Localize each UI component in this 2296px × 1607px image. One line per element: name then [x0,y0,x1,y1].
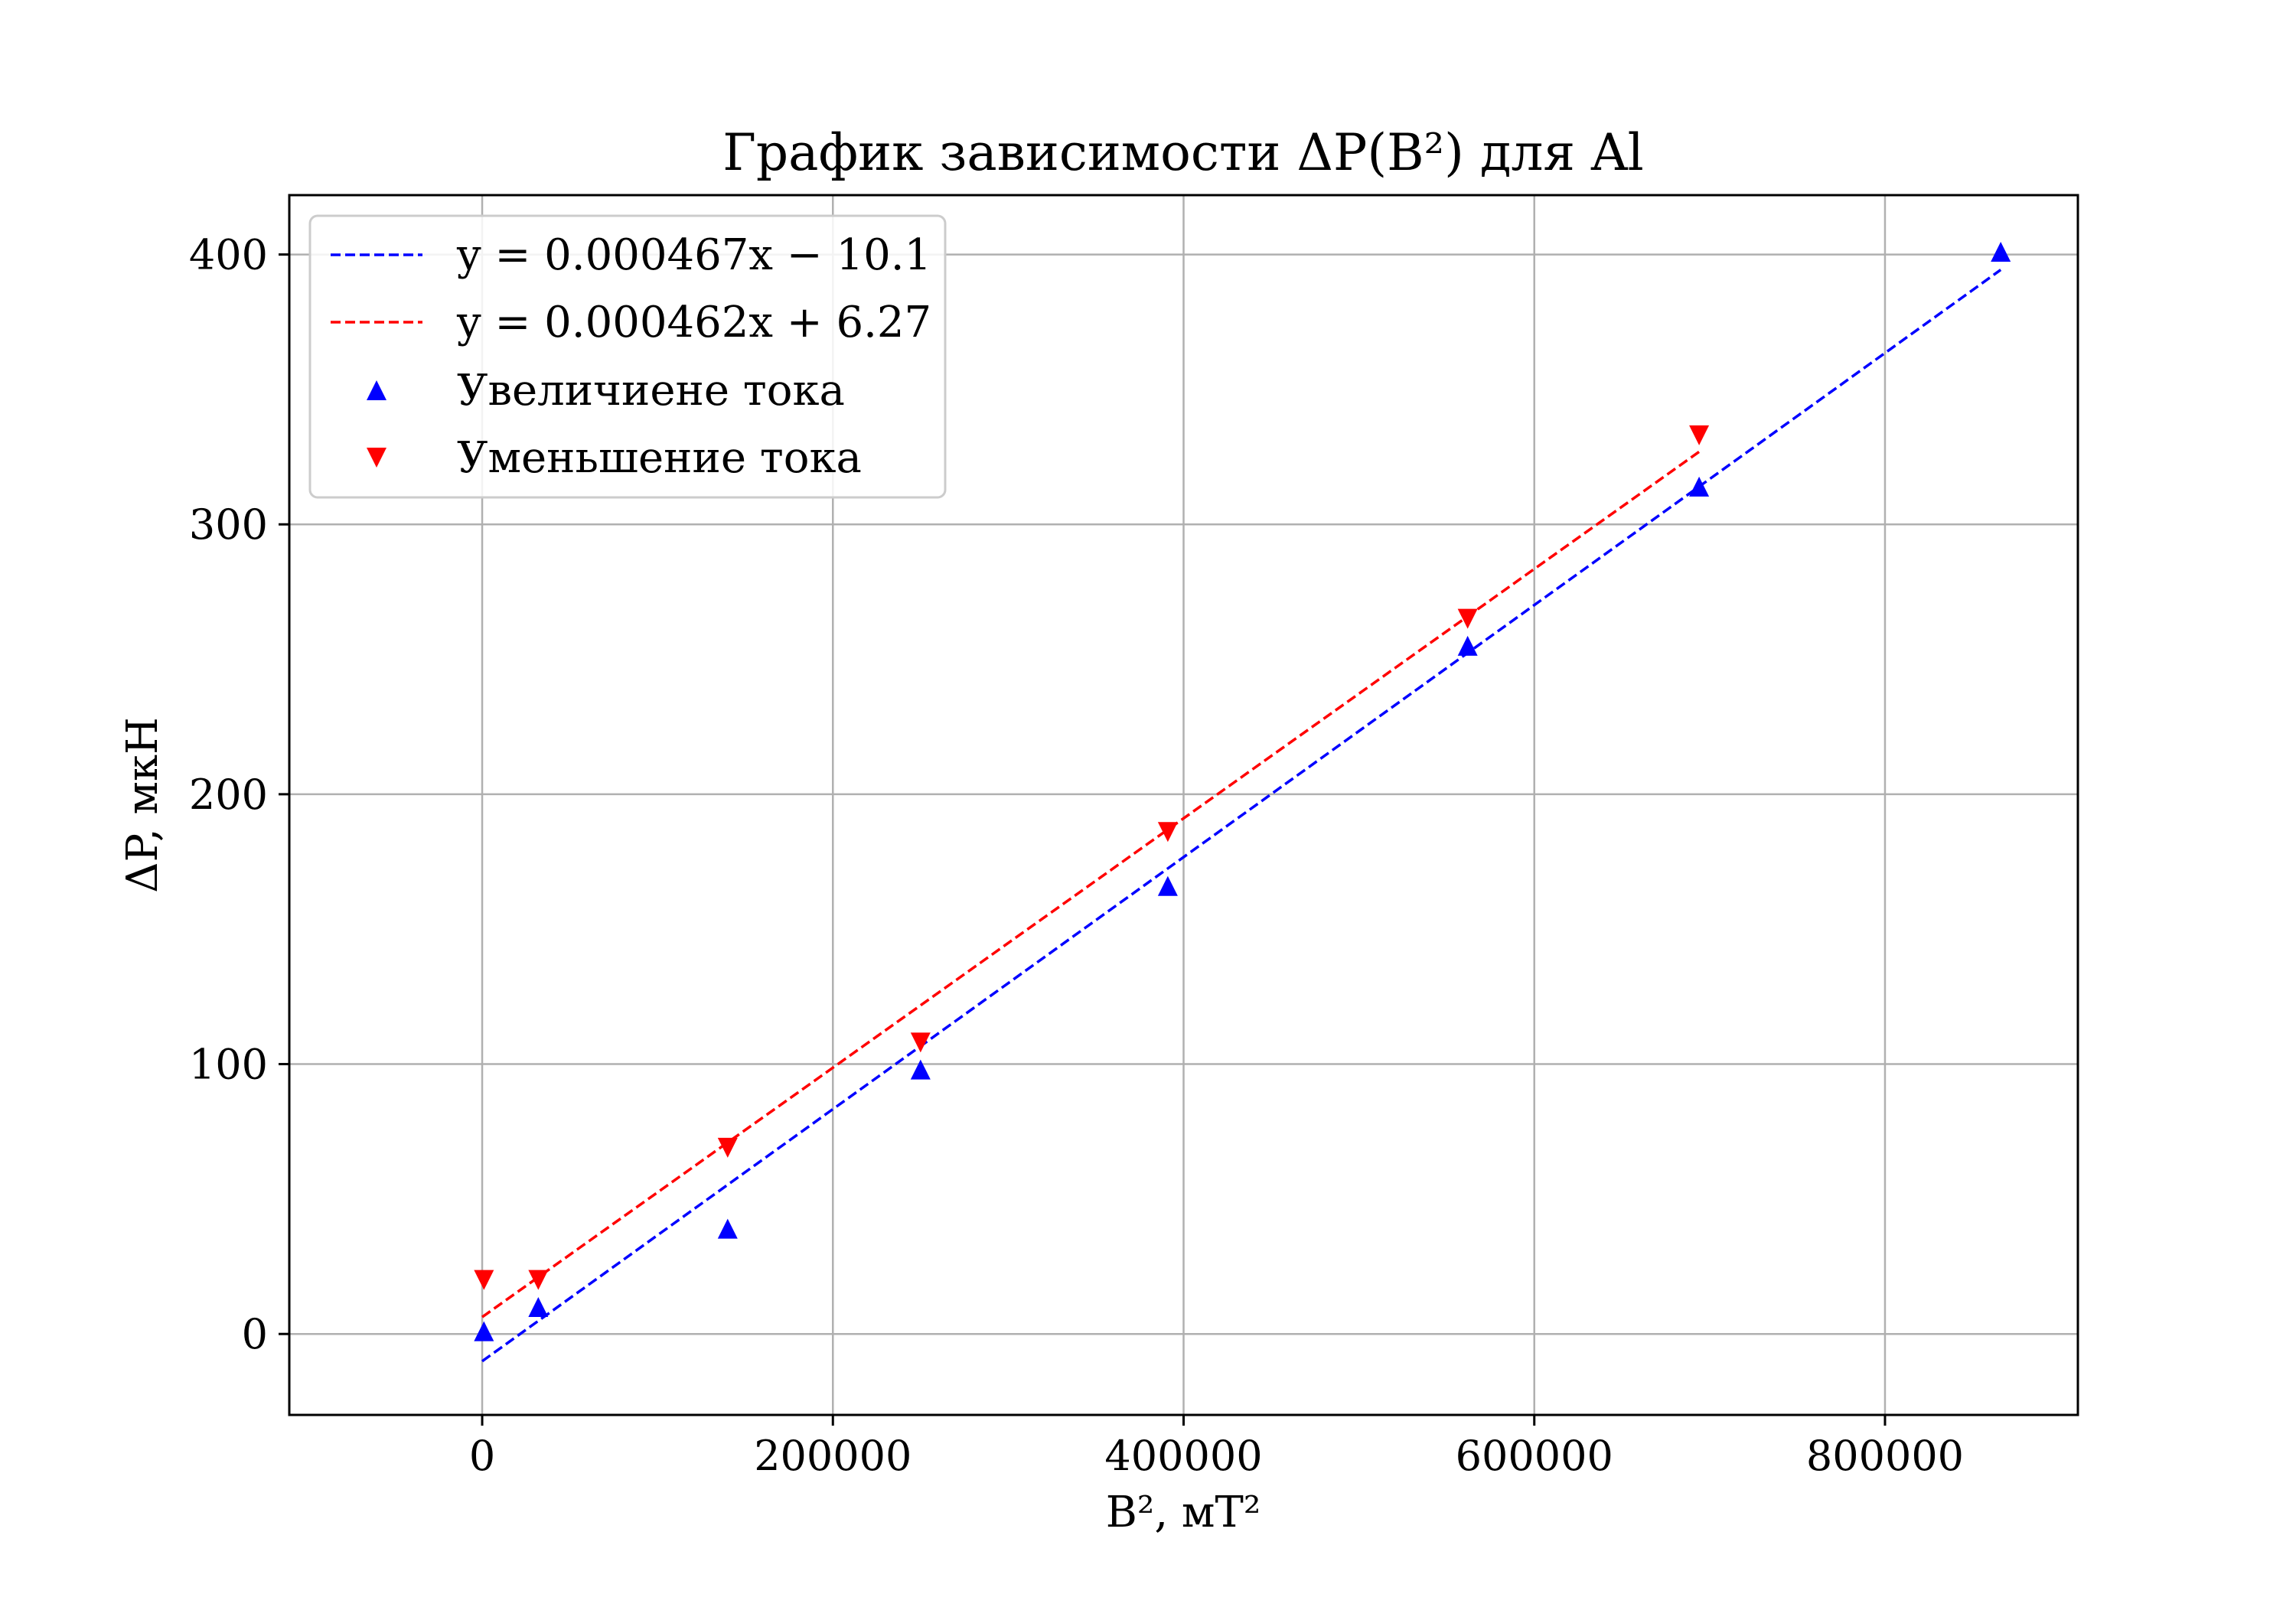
legend: y = 0.000467x − 10.1 y = 0.000462x + 6.27… [308,214,947,499]
legend-marker-swatch [367,448,386,468]
ticks: 0 200000 400000 600000 800000 0 100 200 300 400 [189,231,1964,1480]
y-axis-label: ΔP, мкН [118,717,168,893]
data-point [528,1270,549,1290]
x-tick-label: 400000 [1104,1432,1262,1480]
data-point [1457,635,1478,656]
x-tick-label: 0 [469,1432,495,1480]
y-tick-label: 400 [189,231,268,279]
legend-series-label: Увеличиене тока [457,366,845,416]
y-tick-label: 0 [242,1310,268,1358]
data-markers [474,242,2011,1341]
grid-layer [289,195,2078,1415]
x-axis-label: B², мТ² [1106,1488,1261,1537]
legend-fit-label: y = 0.000462x + 6.27 [456,298,931,347]
data-point [1157,822,1178,843]
data-point [1457,608,1478,629]
y-tick-label: 200 [189,771,268,819]
legend-fit-label: y = 0.000467x − 10.1 [456,230,931,280]
data-point [1689,425,1710,445]
data-point [717,1218,738,1239]
legend-marker-swatch [367,380,386,400]
chart-title: График зависимости ΔP(B²) для Al [722,123,1644,182]
data-point [474,1321,494,1341]
data-point [717,1137,738,1158]
x-tick-label: 200000 [754,1432,912,1480]
y-tick-label: 100 [189,1041,268,1089]
data-point [528,1296,549,1317]
legend-box [308,214,947,499]
data-point [910,1032,931,1053]
legend-series-label: Уменьшение тока [457,433,862,483]
x-tick-label: 800000 [1806,1432,1964,1480]
data-point [1991,242,2011,262]
fit-lines [481,269,2002,1363]
data-point [474,1270,494,1290]
data-point [1157,875,1178,896]
fit-line [481,269,2002,1363]
y-tick-label: 300 [189,500,268,549]
data-point [910,1059,931,1080]
legend-items: y = 0.000467x − 10.1 y = 0.000462x + 6.27… [331,230,931,483]
data-point [1689,476,1710,497]
fit-line [481,450,1701,1319]
x-tick-label: 600000 [1456,1432,1613,1480]
